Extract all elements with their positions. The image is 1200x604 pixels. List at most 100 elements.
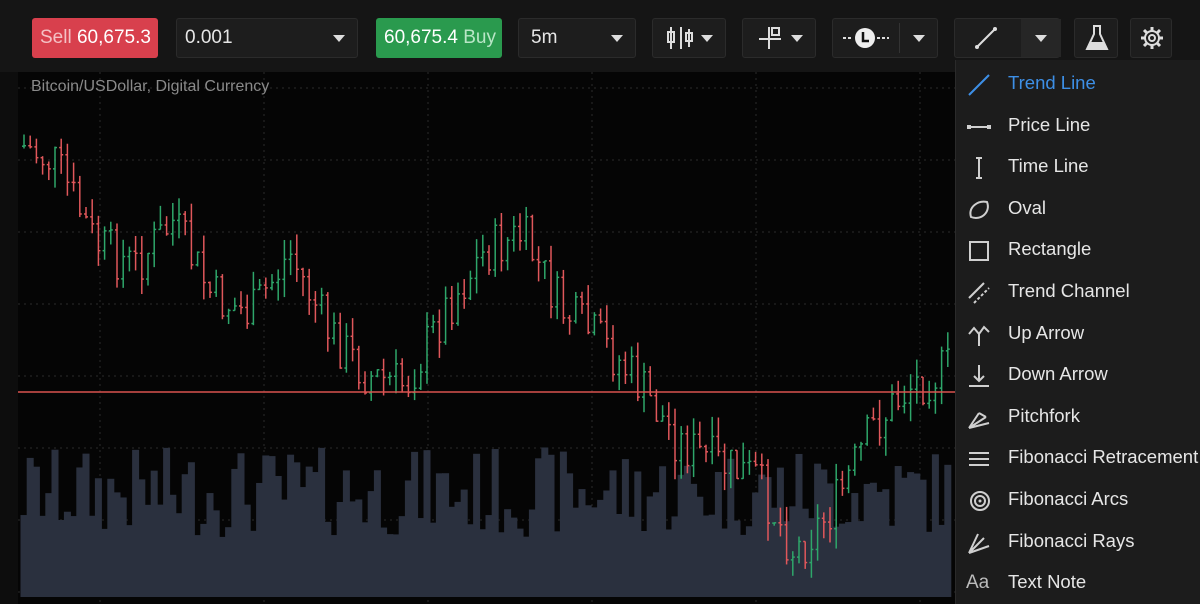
volume-bar bbox=[76, 467, 84, 597]
drawing-tool-select[interactable] bbox=[954, 18, 1061, 58]
volume-bar bbox=[708, 514, 716, 597]
volume-bar bbox=[423, 450, 431, 597]
volume-bar bbox=[944, 464, 952, 597]
menu-item-label: Text Note bbox=[1008, 571, 1087, 593]
menu-icon bbox=[969, 452, 989, 467]
menu-icon bbox=[976, 157, 982, 180]
timeframe-select[interactable]: 5m bbox=[518, 18, 636, 58]
volume-bar bbox=[659, 466, 667, 597]
volume-bar bbox=[287, 454, 295, 597]
menu-item-label: Down Arrow bbox=[1008, 363, 1108, 385]
menu-item-label: Trend Line bbox=[1008, 72, 1096, 93]
menu-item[interactable]: Price Line bbox=[956, 105, 1200, 145]
volume-bar bbox=[665, 529, 673, 597]
volume-bar bbox=[448, 506, 456, 597]
volume-bar bbox=[838, 523, 846, 597]
volume-bar bbox=[541, 447, 549, 597]
volume-bar bbox=[138, 479, 146, 597]
volume-bar bbox=[628, 516, 636, 597]
menu-item[interactable]: Aa Text Note bbox=[956, 562, 1200, 602]
volume-bar bbox=[119, 497, 127, 597]
volume-bar bbox=[125, 525, 133, 597]
quantity: 0.001 bbox=[185, 27, 233, 48]
menu-icon bbox=[967, 124, 991, 129]
volume-bar bbox=[237, 453, 245, 597]
volume-bar bbox=[181, 474, 189, 597]
left-edge bbox=[0, 72, 19, 604]
chart-type-select[interactable] bbox=[652, 18, 726, 58]
menu-item[interactable]: Down Arrow bbox=[956, 354, 1200, 394]
menu-item[interactable]: Fibonacci Arcs bbox=[956, 479, 1200, 519]
volume-bar bbox=[107, 478, 115, 597]
chart-title: Bitcoin/USDollar, Digital Currency bbox=[31, 78, 270, 95]
volume-bar bbox=[200, 523, 208, 597]
volume-bar bbox=[39, 515, 47, 597]
volume-bar bbox=[758, 474, 766, 597]
volume-bar bbox=[63, 511, 71, 597]
volume-bar bbox=[646, 496, 654, 597]
menu-item[interactable]: Trend Line bbox=[956, 63, 1200, 103]
volume-bar bbox=[907, 472, 915, 597]
volume-bar bbox=[888, 525, 896, 597]
volume-bar bbox=[683, 465, 691, 597]
volume-bar bbox=[832, 526, 840, 597]
volume-bar bbox=[355, 499, 363, 597]
volume-bar bbox=[386, 534, 394, 597]
volume-bar bbox=[299, 487, 307, 597]
volume-bar bbox=[752, 492, 760, 597]
menu-item[interactable]: Up Arrow bbox=[956, 313, 1200, 353]
volume-bar bbox=[150, 470, 158, 597]
lab-button[interactable] bbox=[1074, 18, 1118, 58]
volume-bar bbox=[231, 468, 239, 597]
volume-bar bbox=[206, 493, 214, 597]
volume-bar bbox=[280, 499, 288, 597]
sell-price: 60,675.3 bbox=[76, 27, 151, 48]
volume-bar bbox=[857, 521, 865, 597]
volume-bar bbox=[615, 514, 623, 597]
volume-bar bbox=[931, 454, 939, 597]
volume-bar bbox=[714, 471, 722, 597]
volume-bar bbox=[516, 528, 524, 597]
menu-item-label: Fibonacci Retracement bbox=[1008, 446, 1199, 468]
volume-bar bbox=[51, 449, 59, 597]
indicator-select[interactable] bbox=[742, 18, 816, 58]
volume-bar bbox=[113, 492, 121, 597]
volume-bar bbox=[522, 536, 530, 597]
volume-bar bbox=[57, 519, 65, 597]
volume-bar bbox=[218, 536, 226, 597]
volume-bar bbox=[349, 501, 357, 597]
menu-item[interactable]: Time Line bbox=[956, 146, 1200, 186]
buy-label: Buy bbox=[463, 27, 496, 48]
volume-bar bbox=[640, 530, 648, 597]
menu-item[interactable]: Oval bbox=[956, 188, 1200, 228]
menu-item[interactable]: Fibonacci Retracement bbox=[956, 437, 1200, 477]
settings-button[interactable] bbox=[1130, 18, 1172, 58]
volume-bar bbox=[101, 528, 109, 597]
icon bbox=[667, 27, 693, 49]
volume-bar bbox=[212, 510, 220, 597]
volume-bar bbox=[411, 451, 419, 597]
menu-item[interactable]: Trend Channel bbox=[956, 271, 1200, 311]
volume-bar bbox=[417, 518, 425, 597]
volume-bar bbox=[324, 521, 332, 597]
volume-bar bbox=[485, 515, 493, 597]
volume-bar bbox=[454, 501, 462, 597]
quantity-select[interactable]: 0.001 bbox=[176, 18, 358, 58]
volume-bar bbox=[392, 534, 400, 597]
menu-item[interactable]: Fibonacci Rays bbox=[956, 521, 1200, 561]
volume-bar bbox=[795, 453, 803, 597]
volume-bar bbox=[733, 520, 741, 597]
volume-bar bbox=[473, 453, 481, 597]
volume-bar bbox=[175, 513, 183, 597]
volume-bar bbox=[851, 493, 859, 597]
buy-button[interactable]: 60,675.4 Buy bbox=[376, 18, 502, 58]
time-select[interactable] bbox=[832, 18, 938, 58]
menu-item[interactable]: Pitchfork bbox=[956, 396, 1200, 436]
volume-bar bbox=[342, 470, 350, 597]
volume-bar bbox=[293, 462, 301, 597]
icon bbox=[1085, 25, 1109, 50]
menu-icon-text: Aa bbox=[966, 572, 990, 594]
volume-bar bbox=[194, 535, 202, 597]
menu-item[interactable]: Rectangle bbox=[956, 229, 1200, 269]
sell-button[interactable]: Sell 60,675.3 bbox=[32, 18, 158, 58]
